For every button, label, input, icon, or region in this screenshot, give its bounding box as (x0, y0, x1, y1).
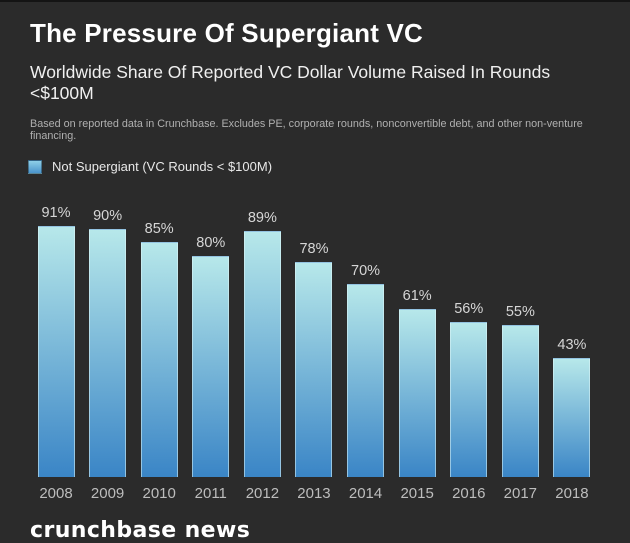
bar (37, 226, 75, 477)
x-axis-label: 2016 (452, 485, 486, 502)
bar-value-label: 78% (299, 241, 329, 257)
chart-footnote: Based on reported data in Crunchbase. Ex… (30, 118, 583, 142)
bar-column: 90% 2009 (86, 180, 130, 502)
bar-chart-plot-area: 91% 2008 90% 2009 85% 2010 80% 2011 89% 2012 78% 20… (34, 180, 594, 502)
bar-value-label: 61% (402, 288, 432, 304)
bar-column: 91% 2008 (34, 180, 78, 502)
chart-header: The Pressure Of Supergiant VC Worldwide … (0, 2, 630, 142)
bar (192, 256, 230, 477)
bar-value-label: 90% (93, 208, 123, 224)
bar (295, 262, 333, 477)
bar (450, 322, 488, 477)
bar-column: 89% 2012 (240, 180, 284, 502)
bar-value-label: 89% (247, 210, 277, 226)
bar-column: 78% 2013 (292, 180, 336, 502)
bar-value-label: 55% (505, 304, 535, 320)
bar (89, 229, 127, 477)
bar-value-label: 85% (144, 221, 174, 237)
x-axis-label: 2008 (39, 485, 73, 502)
x-axis-label: 2010 (142, 485, 176, 502)
x-axis-label: 2014 (348, 485, 383, 502)
chart-subtitle: Worldwide Share Of Reported VC Dollar Vo… (30, 62, 551, 103)
legend-label: Not Supergiant (VC Rounds < $100M) (52, 159, 273, 174)
bar (243, 231, 281, 477)
bar-column: 61% 2015 (395, 180, 439, 502)
bar-column: 56% 2016 (447, 180, 491, 502)
x-axis-label: 2017 (503, 485, 538, 502)
page-title: The Pressure Of Supergiant VC (30, 18, 424, 48)
bar-column: 43% 2018 (550, 180, 594, 502)
x-axis-label: 2013 (297, 485, 331, 502)
x-axis-label: 2009 (90, 485, 125, 502)
brand-logo: crunchbase news (30, 518, 251, 543)
bar (347, 284, 385, 477)
x-axis-label: 2012 (245, 485, 280, 502)
bar-column: 70% 2014 (344, 180, 388, 502)
chart-legend: Not Supergiant (VC Rounds < $100M) (28, 159, 630, 174)
bar (553, 358, 591, 477)
bar-value-label: 80% (196, 235, 226, 251)
bar (140, 242, 178, 477)
x-axis-label: 2018 (555, 485, 589, 502)
bar-value-label: 56% (454, 301, 484, 317)
x-axis-label: 2015 (400, 485, 434, 502)
bar (501, 325, 539, 477)
bar-value-label: 91% (41, 205, 71, 221)
bar-column: 85% 2010 (137, 180, 181, 502)
legend-swatch-icon (28, 159, 42, 174)
bar-value-label: 70% (351, 263, 381, 279)
x-axis-label: 2011 (194, 485, 227, 502)
bar (398, 309, 436, 477)
bar-column: 80% 2011 (189, 180, 233, 502)
bar-column: 55% 2017 (498, 180, 542, 502)
bar-chart: 91% 2008 90% 2009 85% 2010 80% 2011 89% 2012 78% 20… (34, 180, 594, 502)
bar-value-label: 43% (557, 337, 587, 353)
